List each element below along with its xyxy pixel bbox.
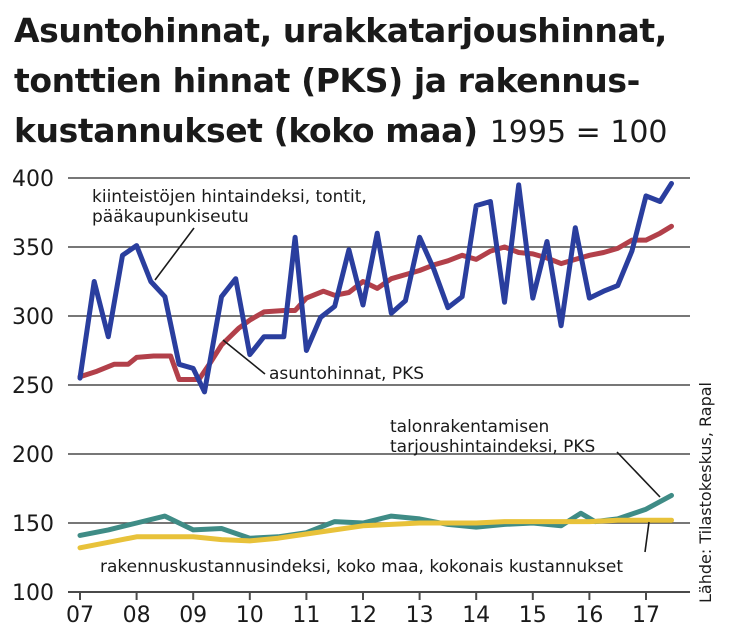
x-tick-label: 13 bbox=[406, 603, 434, 628]
y-axis-ticks: 100 150 200 250 300 350 400 bbox=[12, 167, 54, 606]
chart-subtitle: 1995 = 100 bbox=[489, 115, 668, 150]
x-tick-label: 17 bbox=[632, 603, 660, 628]
chart-title: Asuntohinnat, urakkatarjoushinnat, tontt… bbox=[14, 6, 714, 158]
source-label: Lähde: Tilastokeskus, Rapal bbox=[696, 382, 715, 603]
x-tick-label: 14 bbox=[462, 603, 490, 628]
x-axis-ticks: 07 08 09 10 11 12 13 14 15 16 17 bbox=[66, 592, 660, 628]
annotation-plots: kiinteistöjen hintaindeksi, tontit, bbox=[92, 187, 367, 207]
annotation-tender: talonrakentamisen bbox=[390, 417, 549, 437]
y-tick-label: 350 bbox=[12, 236, 54, 261]
y-tick-label: 100 bbox=[12, 581, 54, 606]
title-line-2: tonttien hinnat (PKS) ja rakennus- bbox=[14, 61, 640, 100]
y-tick-label: 250 bbox=[12, 374, 54, 399]
x-tick-label: 11 bbox=[292, 603, 320, 628]
series-line-apartments bbox=[77, 223, 674, 382]
x-tick-label: 09 bbox=[179, 603, 207, 628]
title-line-1: Asuntohinnat, urakkatarjoushinnat, bbox=[14, 11, 667, 50]
leader-apartments bbox=[222, 339, 266, 375]
annotation-apartments: asuntohinnat, PKS bbox=[269, 364, 424, 384]
x-tick-label: 07 bbox=[66, 603, 94, 628]
y-tick-label: 400 bbox=[12, 167, 54, 192]
y-tick-label: 150 bbox=[12, 512, 54, 537]
annotation-tender: tarjoushintaindeksi, PKS bbox=[390, 437, 595, 457]
series-line-plots bbox=[77, 181, 674, 395]
annotation-plots: pääkaupunkiseutu bbox=[92, 207, 249, 227]
title-line-3-text: kustannukset (koko maa) bbox=[14, 111, 478, 150]
annotation-construction: rakennuskustannusindeksi, koko maa, koko… bbox=[100, 557, 623, 577]
annotations: kiinteistöjen hintaindeksi, tontit,pääka… bbox=[92, 187, 626, 580]
x-tick-label: 15 bbox=[519, 603, 547, 628]
leader-plots bbox=[154, 227, 195, 281]
series-line-construction bbox=[77, 517, 674, 551]
series-line-tender bbox=[77, 492, 674, 541]
y-tick-label: 300 bbox=[12, 305, 54, 330]
leader-tender bbox=[616, 451, 661, 498]
x-tick-label: 16 bbox=[575, 603, 603, 628]
x-tick-label: 12 bbox=[349, 603, 377, 628]
x-tick-label: 08 bbox=[123, 603, 151, 628]
x-tick-label: 10 bbox=[236, 603, 264, 628]
series-layer bbox=[77, 181, 674, 551]
annotation-leaders bbox=[154, 227, 661, 553]
y-tick-label: 200 bbox=[12, 443, 54, 468]
leader-construction bbox=[644, 521, 650, 553]
title-line-3: kustannukset (koko maa) 1995 = 100 bbox=[14, 106, 714, 158]
